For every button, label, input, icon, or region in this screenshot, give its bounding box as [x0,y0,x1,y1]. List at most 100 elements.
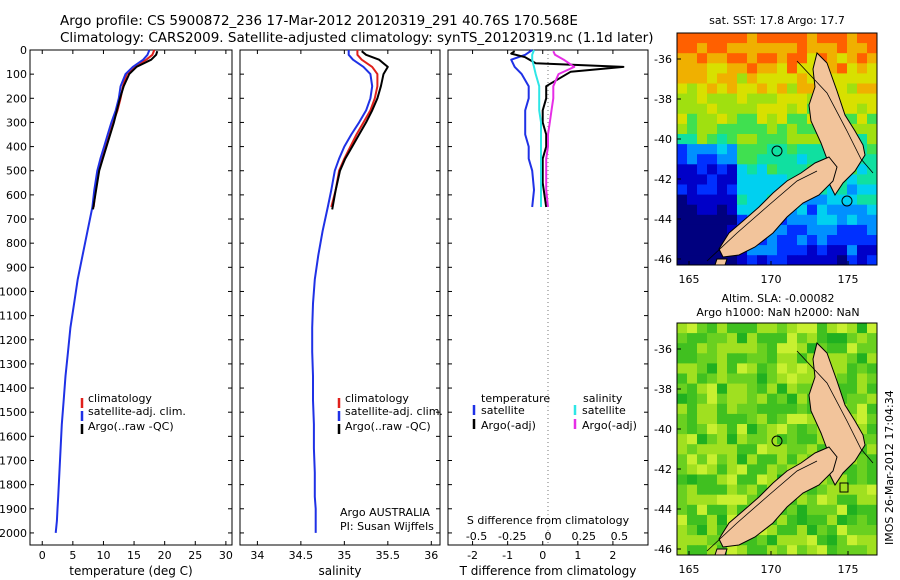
map-cell [767,53,778,64]
map-cell [807,204,818,216]
map-cell [757,113,768,125]
map-cell [787,444,798,455]
lat-tick-label: -36 [654,343,672,356]
map-cell [807,214,818,226]
map-cell [747,403,758,415]
legend-label-temp-argo: Argo(-adj) [481,419,536,432]
map-cell [767,464,778,475]
map-cell [777,413,788,425]
map-cell [687,403,698,415]
map-cell [847,333,858,344]
map-cell [687,363,698,374]
map-cell [687,235,698,246]
map-cell [677,373,688,385]
map-cell [737,63,748,74]
map-cell [827,343,838,354]
map-cell [867,214,877,226]
map-cell [717,383,728,395]
map-cell [867,43,877,54]
map-cell [717,83,728,95]
map-cell [687,383,698,395]
map-cell [757,93,768,105]
map-cell [687,63,698,74]
legend-label-argo: Argo(..raw -QC) [345,420,431,433]
map-cell [707,123,718,135]
map-cell [807,514,818,526]
sst-map-ticks: 165 170 175 -36 -38 -40 -42 -44 -46 [654,53,858,286]
depth-tick-label: 1400 [0,382,27,395]
map-cell [837,214,848,226]
map-cell [727,73,738,84]
map-cell [797,53,808,64]
map-cell [787,214,798,226]
map-cell [687,33,698,44]
map-cell [857,514,868,526]
map-cell [817,144,828,155]
map-cell [687,413,698,425]
map-cell [787,154,798,165]
map-cell [787,363,798,374]
map-cell [727,255,738,265]
sst-map-image [677,33,877,265]
map-cell [817,43,828,54]
map-cell [797,204,808,216]
map-cell [797,434,808,445]
map-cell [817,535,828,546]
map-cell [687,83,698,95]
map-cell [867,343,877,354]
map-cell [737,33,748,44]
legend-temperature-heading: temperature [481,392,550,405]
map-cell [807,363,818,374]
map-cell [847,464,858,475]
legend-label-climatology: climatology [345,392,409,405]
map-cell [857,194,868,206]
map-cell [797,214,808,226]
map-cell [777,403,788,415]
salinity-diff-ticks: -0.5 -0.25 0 0.25 0.5 [466,530,628,543]
map-cell [757,194,768,206]
map-cell [837,494,848,506]
map-cell [757,174,768,185]
map-cell [747,63,758,74]
map-cell [817,434,828,445]
secondary-marker [839,482,849,493]
map-cell [767,353,778,364]
map-cell [687,103,698,115]
x-tick-label: -2 [467,549,478,562]
map-cell [847,224,858,236]
map-cell [867,93,877,105]
map-cell [747,383,758,395]
legend-label-satellite: satellite-adj. clim. [345,405,443,418]
x-tick-label: 20 [158,549,172,562]
sst-map: sat. SST: 17.8 Argo: 17.7 165 170 175 -36 -3… [654,14,878,286]
map-cell [777,83,788,95]
map-cell [757,63,768,74]
map-cell [757,413,768,425]
series-line-salinity-satellite [531,49,542,207]
map-cell [727,184,738,196]
map-cell [677,235,688,246]
map-cell [677,184,688,196]
map-cell [717,454,728,465]
map-cell [757,535,768,546]
salinity-diff-xlabel: S difference from climatology [467,514,630,527]
map-cell [727,63,738,74]
map-cell [867,184,877,196]
map-cell [847,93,858,105]
map-cell [777,103,788,115]
map-cell [867,134,877,145]
map-cell [807,333,818,344]
map-cell [687,123,698,135]
map-cell [757,454,768,465]
map-cell [847,494,858,506]
map-cell [857,134,868,145]
legend-label-climatology: climatology [88,392,152,405]
map-cell [747,53,758,64]
map-cell [867,363,877,374]
map-cell [847,383,858,395]
map-cell [787,164,798,175]
map-cell [857,424,868,435]
map-cell [857,204,868,216]
map-cell [757,83,768,95]
map-cell [777,63,788,74]
